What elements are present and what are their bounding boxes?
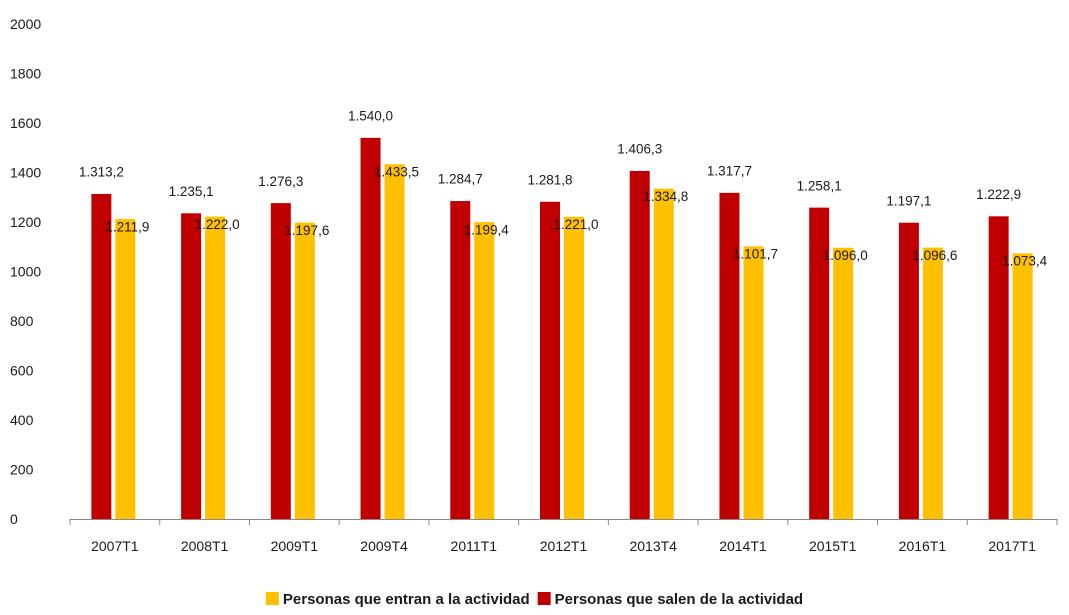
bar-entran (205, 216, 226, 519)
data-label-salen: 1.313,2 (79, 165, 124, 180)
x-category-label: 2013T4 (629, 538, 677, 554)
bar-salen (629, 170, 650, 520)
data-label-entran: 1.221,0 (553, 217, 598, 232)
x-category-label: 2017T1 (988, 538, 1036, 554)
y-tick-label: 2000 (10, 16, 41, 32)
data-label-salen: 1.235,1 (169, 184, 214, 199)
legend: Personas que entran a la actividad Perso… (265, 591, 803, 608)
bar-salen (898, 222, 919, 519)
y-tick-label: 400 (10, 412, 34, 428)
data-label-salen: 1.284,7 (438, 172, 483, 187)
bar-entran (474, 222, 495, 519)
data-label-entran: 1.211,9 (105, 219, 149, 234)
bar-salen (540, 201, 560, 519)
data-label-entran: 1.073,4 (1002, 254, 1048, 269)
x-category-label: 2009T1 (271, 538, 319, 554)
bar-series (91, 137, 1033, 520)
legend-label-entran: Personas que entran a la actividad (283, 591, 530, 608)
data-label-salen: 1.406,3 (617, 142, 662, 157)
y-tick-label: 0 (10, 511, 18, 527)
y-tick-label: 800 (10, 313, 34, 329)
data-label-salen: 1.197,1 (886, 193, 931, 208)
x-category-label: 2016T1 (899, 538, 947, 554)
y-axis-ticks: 0 200 400 600 800 1000 1200 1400 1600 1800 2000 (10, 16, 41, 527)
x-category-label: 2009T4 (360, 538, 408, 554)
x-axis-labels: 2007T1 2008T1 2009T1 2009T4 2011T1 2012T1 2013… (91, 538, 1036, 554)
legend-label-salen: Personas que salen de la actividad (555, 591, 803, 608)
data-label-salen: 1.258,1 (797, 178, 842, 193)
data-label-entran: 1.433,5 (374, 165, 419, 180)
bar-salen (91, 193, 112, 519)
y-tick-label: 1800 (10, 66, 41, 82)
x-category-label: 2011T1 (451, 538, 498, 554)
y-tick-label: 1600 (10, 115, 41, 131)
data-label-entran: 1.334,8 (643, 189, 688, 204)
legend-swatch-entran (265, 592, 279, 605)
bar-salen (809, 207, 830, 520)
data-label-entran: 1.096,0 (823, 248, 868, 263)
y-tick-label: 1400 (10, 165, 41, 181)
bar-salen (450, 201, 471, 519)
y-tick-label: 1000 (10, 264, 41, 280)
data-labels: 1.313,2 1.211,9 1.235,1 1.222,0 1.276,3 1.197… (79, 109, 1048, 269)
bar-salen (181, 213, 202, 519)
data-label-salen: 1.317,7 (707, 164, 752, 179)
bar-salen (719, 192, 740, 519)
data-label-entran: 1.096,6 (912, 248, 957, 263)
x-category-label: 2012T1 (540, 538, 588, 554)
x-category-label: 2015T1 (809, 538, 857, 554)
bar-entran (833, 247, 854, 520)
x-axis-ticks (69, 519, 1058, 525)
data-label-entran: 1.199,4 (464, 223, 510, 238)
bar-entran (1012, 253, 1033, 519)
y-tick-label: 200 (10, 462, 34, 478)
data-label-salen: 1.281,8 (527, 172, 572, 187)
data-label-entran: 1.101,7 (733, 247, 778, 262)
x-category-label: 2008T1 (181, 538, 229, 554)
data-label-salen: 1.540,0 (348, 109, 393, 124)
legend-swatch-salen (537, 592, 551, 605)
bar-entran (743, 246, 764, 519)
data-label-salen: 1.276,3 (258, 174, 303, 189)
bar-salen (988, 216, 1009, 519)
data-label-entran: 1.222,0 (195, 217, 240, 232)
x-category-label: 2014T1 (719, 538, 767, 554)
y-tick-label: 600 (10, 363, 34, 379)
bar-salen (270, 203, 291, 519)
bar-entran (294, 222, 315, 519)
bar-entran (922, 247, 943, 520)
data-label-salen: 1.222,9 (976, 187, 1021, 202)
x-category-label: 2007T1 (91, 538, 139, 554)
y-tick-label: 1200 (10, 214, 41, 230)
bar-entran (564, 216, 584, 520)
bar-entran (384, 164, 405, 520)
bar-entran (653, 188, 674, 519)
bar-entran (115, 219, 136, 519)
data-label-entran: 1.197,6 (284, 223, 329, 238)
bar-salen (360, 137, 381, 519)
